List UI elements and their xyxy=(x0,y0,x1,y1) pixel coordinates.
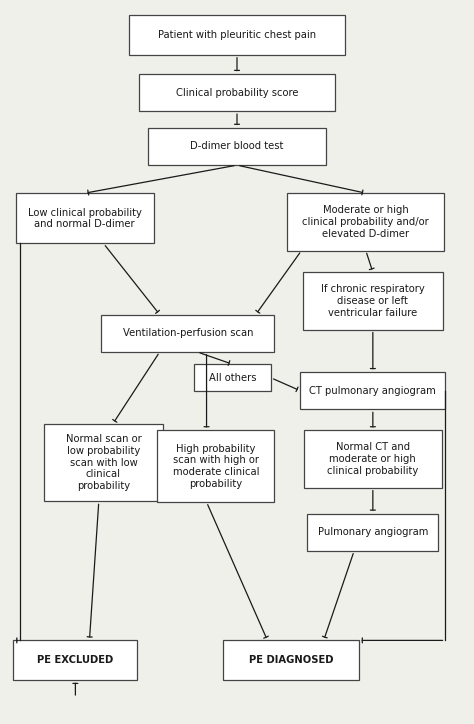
Text: All others: All others xyxy=(209,373,256,383)
Text: High probability
scan with high or
moderate clinical
probability: High probability scan with high or moder… xyxy=(173,444,259,489)
FancyBboxPatch shape xyxy=(194,364,271,392)
FancyBboxPatch shape xyxy=(138,74,336,111)
Text: PE EXCLUDED: PE EXCLUDED xyxy=(37,655,113,665)
FancyBboxPatch shape xyxy=(157,430,274,502)
Text: Normal CT and
moderate or high
clinical probability: Normal CT and moderate or high clinical … xyxy=(327,442,419,476)
Text: Clinical probability score: Clinical probability score xyxy=(176,88,298,98)
FancyBboxPatch shape xyxy=(148,128,326,165)
FancyBboxPatch shape xyxy=(223,641,359,680)
FancyBboxPatch shape xyxy=(300,372,446,409)
FancyBboxPatch shape xyxy=(16,193,154,243)
Text: Ventilation-perfusion scan: Ventilation-perfusion scan xyxy=(123,328,253,338)
Text: D-dimer blood test: D-dimer blood test xyxy=(191,141,283,151)
Text: Normal scan or
low probability
scan with low
clinical
probability: Normal scan or low probability scan with… xyxy=(65,434,141,491)
Text: If chronic respiratory
disease or left
ventricular failure: If chronic respiratory disease or left v… xyxy=(321,285,425,318)
FancyBboxPatch shape xyxy=(129,15,345,55)
FancyBboxPatch shape xyxy=(307,513,438,551)
FancyBboxPatch shape xyxy=(287,193,444,251)
Text: Low clinical probability
and normal D-dimer: Low clinical probability and normal D-di… xyxy=(28,208,142,229)
FancyBboxPatch shape xyxy=(44,424,163,502)
FancyBboxPatch shape xyxy=(13,641,137,680)
Text: Pulmonary angiogram: Pulmonary angiogram xyxy=(318,527,428,537)
Text: Patient with pleuritic chest pain: Patient with pleuritic chest pain xyxy=(158,30,316,40)
Text: CT pulmonary angiogram: CT pulmonary angiogram xyxy=(310,386,436,396)
Text: PE DIAGNOSED: PE DIAGNOSED xyxy=(249,655,333,665)
FancyBboxPatch shape xyxy=(304,430,442,488)
FancyBboxPatch shape xyxy=(101,315,274,352)
Text: Moderate or high
clinical probability and/or
elevated D-dimer: Moderate or high clinical probability an… xyxy=(302,206,429,238)
FancyBboxPatch shape xyxy=(302,272,443,329)
